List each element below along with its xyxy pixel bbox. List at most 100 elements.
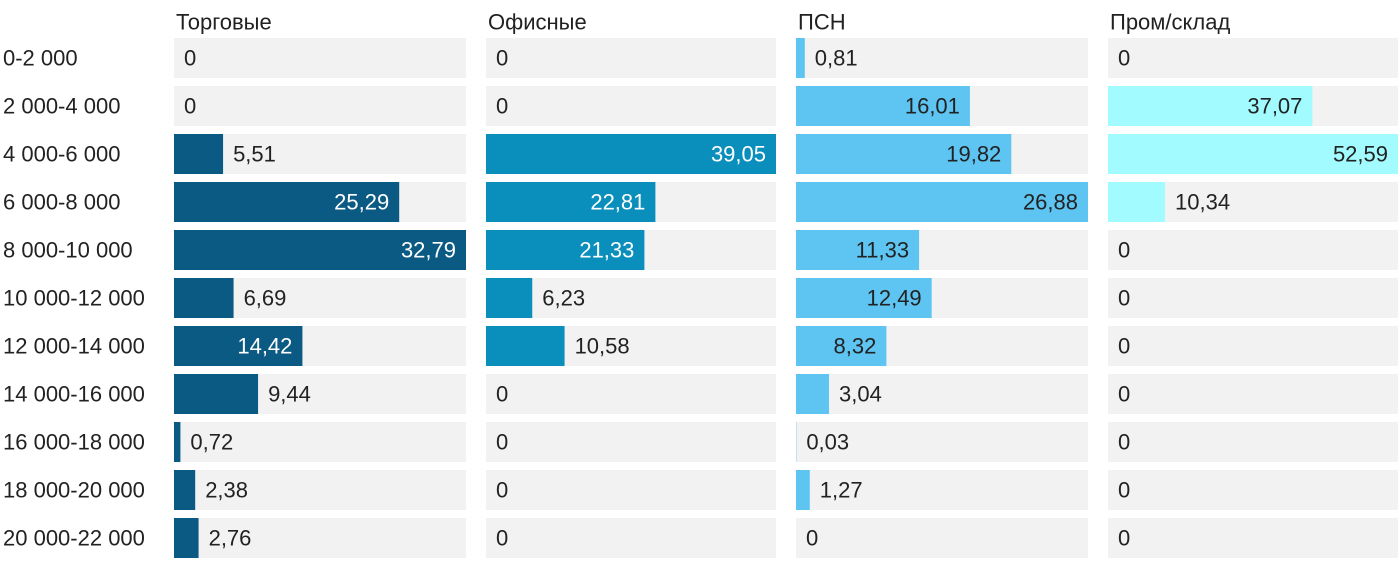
category-label: 6 000-8 000 xyxy=(3,190,120,215)
value-label: 0 xyxy=(184,94,196,119)
value-label: 0 xyxy=(496,526,508,551)
bar xyxy=(1108,86,1313,126)
value-label: 0 xyxy=(496,94,508,119)
value-label: 0 xyxy=(1118,238,1130,263)
bar xyxy=(174,470,196,510)
value-label: 52,59 xyxy=(1333,142,1388,167)
value-label: 0 xyxy=(806,526,818,551)
value-label: 37,07 xyxy=(1247,94,1302,119)
bar-track xyxy=(1108,518,1398,558)
bar-track xyxy=(486,86,776,126)
value-label: 21,33 xyxy=(579,238,634,263)
category-label: 20 000-22 000 xyxy=(3,526,145,551)
bar xyxy=(796,134,1012,174)
value-label: 0 xyxy=(1118,334,1130,359)
bar xyxy=(796,374,830,414)
value-label: 10,58 xyxy=(575,334,630,359)
series-title: ПСН xyxy=(798,10,846,35)
bar xyxy=(796,278,932,318)
bar xyxy=(174,518,199,558)
value-label: 39,05 xyxy=(711,142,766,167)
value-label: 12,49 xyxy=(867,286,922,311)
bar-track xyxy=(796,38,1088,78)
category-label: 0-2 000 xyxy=(3,46,78,71)
value-label: 0,72 xyxy=(190,430,233,455)
value-label: 25,29 xyxy=(334,190,389,215)
value-label: 6,23 xyxy=(542,286,585,311)
bar xyxy=(174,374,259,414)
bar-track xyxy=(486,422,776,462)
value-label: 9,44 xyxy=(268,382,311,407)
category-label: 8 000-10 000 xyxy=(3,238,133,263)
bar xyxy=(486,134,776,174)
value-label: 6,69 xyxy=(244,286,287,311)
bar-track xyxy=(486,518,776,558)
bar-track xyxy=(796,470,1088,510)
value-label: 0 xyxy=(1118,286,1130,311)
bar-track xyxy=(1108,230,1398,270)
bar-track xyxy=(486,38,776,78)
value-label: 22,81 xyxy=(590,190,645,215)
value-label: 0,03 xyxy=(806,430,849,455)
value-label: 0 xyxy=(1118,526,1130,551)
value-label: 10,34 xyxy=(1175,190,1230,215)
bar-track xyxy=(1108,374,1398,414)
bar-track xyxy=(486,470,776,510)
value-label: 8,32 xyxy=(834,334,877,359)
value-label: 0 xyxy=(496,430,508,455)
category-label: 10 000-12 000 xyxy=(3,286,145,311)
value-label: 0 xyxy=(1118,478,1130,503)
bar-track xyxy=(796,518,1088,558)
value-label: 11,33 xyxy=(856,238,909,263)
value-label: 26,88 xyxy=(1023,190,1078,215)
value-label: 3,04 xyxy=(839,382,882,407)
value-label: 0 xyxy=(496,382,508,407)
value-label: 2,76 xyxy=(209,526,252,551)
value-label: 0 xyxy=(496,46,508,71)
category-label: 16 000-18 000 xyxy=(3,430,145,455)
bar xyxy=(174,182,400,222)
bar-track xyxy=(174,518,466,558)
bar-track xyxy=(1108,326,1398,366)
bar xyxy=(486,182,656,222)
bar xyxy=(486,278,533,318)
bar-track xyxy=(1108,422,1398,462)
value-label: 19,82 xyxy=(946,142,1001,167)
value-label: 16,01 xyxy=(905,94,960,119)
value-label: 0 xyxy=(1118,382,1130,407)
bar xyxy=(1108,182,1166,222)
bar-track xyxy=(486,278,776,318)
bar-track xyxy=(1108,278,1398,318)
value-label: 0 xyxy=(1118,430,1130,455)
bar xyxy=(796,326,887,366)
bar-track xyxy=(1108,470,1398,510)
bar xyxy=(174,278,234,318)
bar xyxy=(796,38,805,78)
category-label: 18 000-20 000 xyxy=(3,478,145,503)
bar-track xyxy=(796,422,1088,462)
series-title: Торговые xyxy=(176,10,272,35)
value-label: 0,81 xyxy=(815,46,858,71)
bar xyxy=(486,230,645,270)
value-label: 1,27 xyxy=(820,478,863,503)
bar xyxy=(174,326,303,366)
bar-track xyxy=(174,38,466,78)
value-label: 0 xyxy=(184,46,196,71)
bar xyxy=(174,230,466,270)
category-label: 4 000-6 000 xyxy=(3,142,120,167)
series-title: Пром/склад xyxy=(1110,10,1230,35)
bar-track xyxy=(486,374,776,414)
value-label: 5,51 xyxy=(233,142,276,167)
value-label: 2,38 xyxy=(205,478,248,503)
bar-track xyxy=(1108,38,1398,78)
value-label: 0 xyxy=(496,478,508,503)
bar-track xyxy=(796,374,1088,414)
category-label: 2 000-4 000 xyxy=(3,94,120,119)
bar-track xyxy=(174,86,466,126)
category-label: 14 000-16 000 xyxy=(3,382,145,407)
bar-track xyxy=(174,470,466,510)
value-label: 32,79 xyxy=(401,238,456,263)
value-label: 14,42 xyxy=(237,334,292,359)
category-label: 12 000-14 000 xyxy=(3,334,145,359)
bar xyxy=(486,326,565,366)
